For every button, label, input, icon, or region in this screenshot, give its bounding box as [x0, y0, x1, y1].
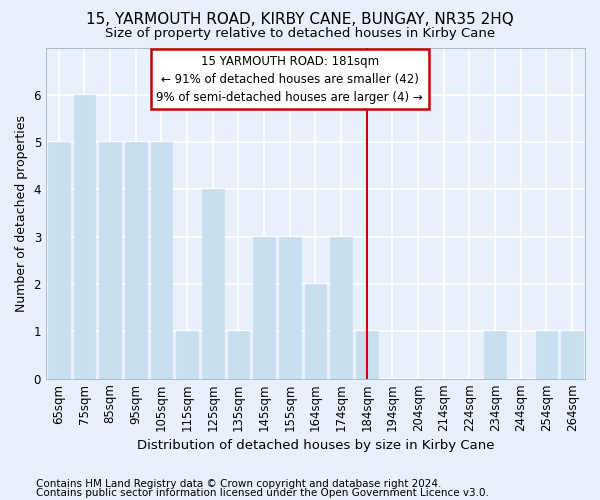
Text: Contains HM Land Registry data © Crown copyright and database right 2024.: Contains HM Land Registry data © Crown c… [36, 479, 442, 489]
Text: Contains public sector information licensed under the Open Government Licence v3: Contains public sector information licen… [36, 488, 489, 498]
Bar [253, 236, 275, 378]
Bar [202, 190, 224, 378]
Bar [561, 332, 583, 378]
Bar [74, 95, 95, 378]
Text: 15, YARMOUTH ROAD, KIRBY CANE, BUNGAY, NR35 2HQ: 15, YARMOUTH ROAD, KIRBY CANE, BUNGAY, N… [86, 12, 514, 28]
Bar [176, 332, 198, 378]
Text: Size of property relative to detached houses in Kirby Cane: Size of property relative to detached ho… [105, 28, 495, 40]
Bar [330, 236, 352, 378]
Bar [99, 142, 121, 378]
Bar [305, 284, 326, 378]
Bar [151, 142, 172, 378]
Y-axis label: Number of detached properties: Number of detached properties [15, 114, 28, 312]
Bar [48, 142, 70, 378]
Bar [125, 142, 146, 378]
Bar [227, 332, 250, 378]
X-axis label: Distribution of detached houses by size in Kirby Cane: Distribution of detached houses by size … [137, 440, 494, 452]
Bar [279, 236, 301, 378]
Bar [356, 332, 378, 378]
Bar [536, 332, 557, 378]
Bar [484, 332, 506, 378]
Text: 15 YARMOUTH ROAD: 181sqm
← 91% of detached houses are smaller (42)
9% of semi-de: 15 YARMOUTH ROAD: 181sqm ← 91% of detach… [157, 54, 423, 104]
